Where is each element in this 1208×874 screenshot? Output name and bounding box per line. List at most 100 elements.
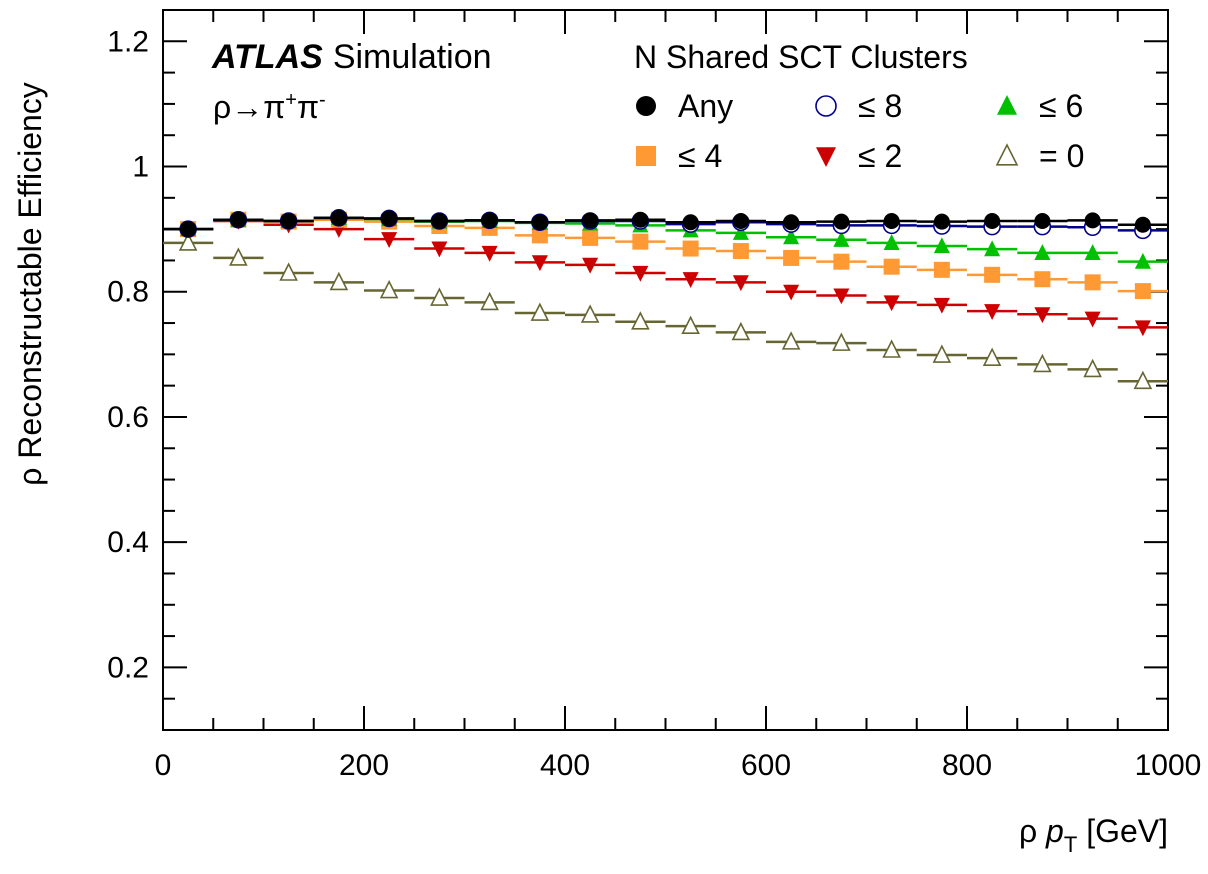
data-point [984, 240, 1001, 257]
data-point [1134, 320, 1151, 337]
data-point [833, 230, 850, 247]
data-point [832, 332, 851, 351]
plot-area: 0 200 400 600 800 1000 0.2 0.4 0.6 0.8 1 1.2 [107, 9, 1202, 782]
data-point [1084, 244, 1101, 260]
legend-label: ≤ 2 [858, 138, 902, 174]
data-point [982, 347, 1002, 366]
data-point [1034, 212, 1051, 229]
data-point [1084, 274, 1101, 291]
data-point [531, 227, 548, 244]
data-point [1034, 307, 1051, 324]
y-tick-label: 0.4 [107, 526, 149, 559]
legend-title: N Shared SCT Clusters [634, 39, 968, 75]
series-6 [163, 232, 1168, 390]
data-point [783, 228, 800, 245]
data-point [381, 210, 398, 227]
data-point [531, 255, 548, 272]
data-point [1134, 283, 1151, 300]
data-point [984, 212, 1001, 229]
process-label: ρ→π+π- [213, 89, 326, 125]
x-tick-label: 0 [155, 749, 172, 782]
atlas-label: ATLAS Simulation [211, 38, 492, 76]
y-axis-title: ρ Reconstructable Efficiency [12, 82, 48, 486]
data-point [882, 339, 901, 358]
data-point [1084, 311, 1101, 328]
legend-marker [816, 147, 836, 167]
data-point [481, 245, 498, 262]
data-point [582, 212, 599, 229]
legend-marker [815, 95, 837, 117]
data-point [681, 315, 700, 335]
data-point [632, 211, 649, 228]
y-tick-label: 0.6 [107, 401, 149, 434]
series-5 [163, 213, 1168, 337]
data-point [783, 214, 800, 231]
data-point [984, 304, 1001, 320]
data-point [280, 212, 297, 229]
legend-label: Any [678, 88, 733, 124]
data-point [933, 213, 950, 230]
legend-label: = 0 [1039, 138, 1084, 174]
data-point [329, 271, 349, 291]
legend: Any ≤ 8 ≤ 6 ≤ 4 ≤ 2 = 0 [636, 88, 1084, 174]
data-point [1034, 244, 1051, 260]
data-point [781, 331, 801, 350]
data-point [932, 344, 952, 363]
data-point [682, 272, 699, 289]
data-point [682, 240, 699, 257]
data-point [481, 212, 498, 229]
data-point [531, 214, 548, 231]
data-point [732, 243, 749, 260]
data-point [1133, 370, 1153, 390]
data-point [732, 212, 749, 229]
data-point [933, 261, 950, 278]
data-point [682, 214, 699, 231]
data-point [833, 213, 850, 230]
data-point [230, 211, 247, 228]
data-point [731, 321, 751, 341]
data-point [480, 291, 499, 311]
x-tick-label: 600 [741, 749, 791, 782]
x-tick-label: 400 [540, 749, 590, 782]
legend-marker [997, 95, 1017, 115]
data-point [1083, 358, 1102, 378]
y-tick-label: 1.2 [107, 25, 149, 58]
legend-label: ≤ 6 [1039, 88, 1083, 124]
data-point [1134, 216, 1151, 233]
data-point [279, 262, 298, 281]
data-point [178, 232, 198, 251]
data-point [631, 311, 650, 330]
legend-label: ≤ 8 [858, 88, 902, 124]
x-tick-label: 200 [339, 749, 389, 782]
data-point [783, 284, 800, 301]
data-point [582, 257, 599, 274]
y-tick-label: 1 [132, 151, 149, 184]
data-point [883, 234, 900, 250]
data-point [1084, 212, 1101, 229]
data-point [883, 258, 900, 275]
data-point [933, 237, 950, 254]
legend-marker [636, 96, 656, 116]
data-point [431, 212, 448, 229]
x-axis-title: ρ pT [GeV] [1019, 813, 1168, 857]
legend-marker [636, 146, 656, 166]
data-point [1134, 252, 1151, 269]
legend-marker [995, 143, 1019, 166]
legend-label: ≤ 4 [678, 138, 722, 174]
data-point [530, 302, 550, 321]
data-point [833, 288, 850, 305]
x-tick-label: 1000 [1135, 749, 1202, 782]
data-point [582, 229, 599, 246]
series-1 [163, 209, 1168, 238]
data-point [580, 304, 600, 323]
data-point [732, 224, 749, 240]
data-point [430, 287, 449, 306]
data-point [933, 297, 950, 314]
data-point [632, 233, 649, 250]
data-point [732, 275, 749, 292]
data-point [381, 232, 398, 248]
data-point [431, 241, 448, 258]
data-point [1034, 271, 1051, 288]
x-tick-label: 800 [942, 749, 992, 782]
data-point [229, 247, 248, 266]
